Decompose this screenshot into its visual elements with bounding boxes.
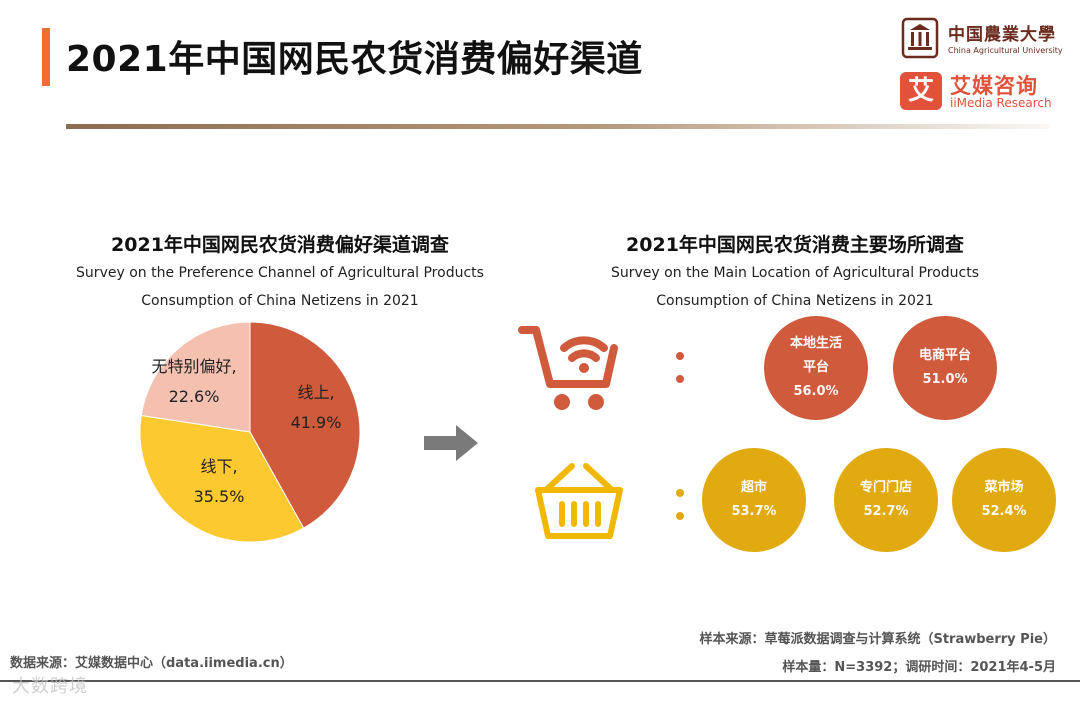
bubble-wet-market-label: 菜市场 xyxy=(984,480,1024,495)
pie-label-online-value: 41.9% xyxy=(290,413,342,432)
pie-label-online: 线上, 41.9% xyxy=(274,378,358,438)
bubble-wet-market: 菜市场 52.4% xyxy=(952,448,1056,552)
sample-source: 样本来源：草莓派数据调查与计算系统（Strawberry Pie） xyxy=(699,632,1056,647)
left-panel-subtitle-2: Consumption of China Netizens in 2021 xyxy=(141,293,419,309)
bubble-local-life-value: 56.0% xyxy=(793,384,839,399)
title-divider xyxy=(66,124,1050,129)
right-arrow-icon xyxy=(424,425,478,461)
offline-dot-2 xyxy=(676,512,684,520)
watermark: 大数跨境 xyxy=(12,676,88,697)
cau-name-en: China Agricultural University xyxy=(948,46,1063,55)
online-dot-2 xyxy=(676,375,684,383)
bubble-ecommerce-value: 51.0% xyxy=(922,372,968,387)
cau-name-cn: 中国農業大學 xyxy=(948,25,1056,45)
right-panel-subtitle-1: Survey on the Main Location of Agricultu… xyxy=(611,265,979,281)
bubble-local-life-label-2: 平台 xyxy=(802,360,829,375)
bubble-supermarket-label: 超市 xyxy=(740,480,767,495)
bubble-wet-market-value: 52.4% xyxy=(981,504,1027,519)
data-source: 数据来源：艾媒数据中心（data.iimedia.cn） xyxy=(10,656,293,671)
iimedia-name-en: iiMedia Research xyxy=(950,96,1052,110)
pie-label-no-preference-name: 无特别偏好, xyxy=(151,357,237,376)
pie-svg xyxy=(139,321,361,543)
bubble-supermarket-value: 53.7% xyxy=(731,504,777,519)
bubble-local-life-platform: 本地生活 平台 56.0% xyxy=(764,316,868,420)
bubble-ecommerce-label: 电商平台 xyxy=(918,348,971,363)
online-dot-1 xyxy=(676,352,684,360)
iimedia-logo: 艾 艾媒咨询 iiMedia Research xyxy=(900,72,1060,112)
bubble-supermarket: 超市 53.7% xyxy=(702,448,806,552)
pie-slice-no-preference xyxy=(140,321,251,433)
iimedia-badge: 艾 xyxy=(900,72,942,110)
title-accent-bar xyxy=(42,28,50,86)
bubble-specialty-store-label: 专门门店 xyxy=(859,480,912,495)
sample-size: 样本量：N=3392；调研时间：2021年4-5月 xyxy=(782,660,1056,675)
shopping-basket-icon xyxy=(535,463,623,539)
right-panel-subtitle-2: Consumption of China Netizens in 2021 xyxy=(656,293,934,309)
cau-logo: 中国農業大學 China Agricultural University xyxy=(900,16,1063,64)
offline-dot-1 xyxy=(676,489,684,497)
pie-label-offline-name: 线下, xyxy=(200,457,238,476)
pie-slice-offline xyxy=(139,414,305,543)
cau-seal-icon xyxy=(901,17,939,59)
bubble-local-life-label-1: 本地生活 xyxy=(789,336,842,351)
pie-label-offline-value: 35.5% xyxy=(193,487,245,506)
left-panel-title: 2021年中国网民农货消费偏好渠道调查 xyxy=(111,234,449,256)
pie-label-online-name: 线上, xyxy=(297,383,335,402)
bubble-ecommerce-platform: 电商平台 51.0% xyxy=(893,316,997,420)
bubble-specialty-store: 专门门店 52.7% xyxy=(834,448,938,552)
preference-pie-chart: 线上, 41.9% 线下, 35.5% 无特别偏好, 22.6% xyxy=(130,312,370,552)
pie-slice-online xyxy=(249,321,361,529)
bubble-specialty-store-value: 52.7% xyxy=(863,504,909,519)
page-title: 2021年中国网民农货消费偏好渠道 xyxy=(66,39,643,80)
shopping-cart-wifi-icon xyxy=(518,326,618,410)
pie-label-no-preference-value: 22.6% xyxy=(168,387,220,406)
footer-divider xyxy=(0,680,1080,682)
pie-label-no-preference: 无特别偏好, 22.6% xyxy=(134,352,254,412)
pie-label-offline: 线下, 35.5% xyxy=(174,452,264,512)
right-panel-title: 2021年中国网民农货消费主要场所调查 xyxy=(626,234,964,256)
iimedia-name-cn: 艾媒咨询 xyxy=(950,74,1038,98)
left-panel-subtitle-1: Survey on the Preference Channel of Agri… xyxy=(76,265,484,281)
